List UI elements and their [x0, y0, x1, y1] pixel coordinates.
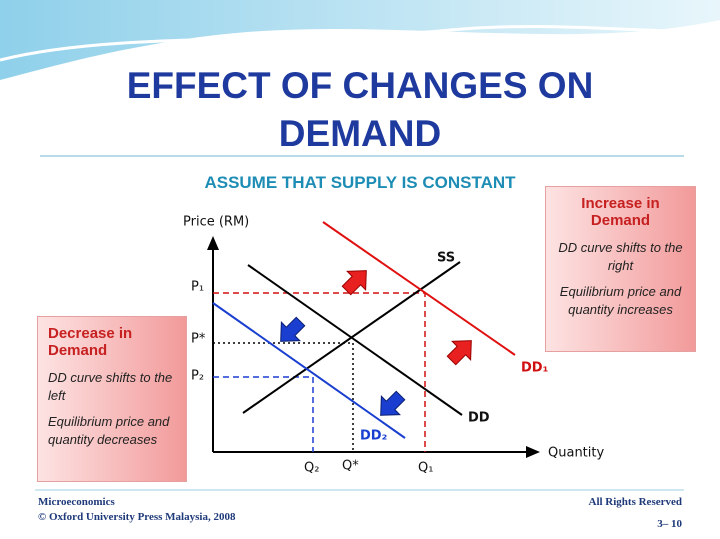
price-label: P₂ [191, 369, 204, 384]
box-text: DD curve shifts to the right [558, 240, 683, 273]
box-heading: Increase in Demand [581, 195, 660, 229]
curve-label: DD₂ [360, 429, 387, 444]
x-axis-label: Quantity [548, 446, 604, 461]
demand-decrease-curve [212, 302, 406, 439]
p1-guide [213, 292, 426, 452]
price-label: P* [191, 332, 206, 347]
shift-arrow [280, 316, 306, 342]
shift-arrow [380, 390, 406, 416]
curve-label: DD [468, 411, 490, 426]
increase-box: Increase in Demand DD curve shifts to th… [545, 186, 696, 352]
curve-label: SS [437, 251, 455, 266]
y-axis-label: Price (RM) [183, 215, 249, 230]
curve-label: DD₁ [521, 361, 548, 376]
shift-arrow [446, 340, 472, 366]
quantity-label: Q₂ [304, 461, 319, 476]
footer-course: Microeconomics [38, 496, 115, 508]
box-heading: Decrease in Demand [48, 325, 133, 359]
demand-curve [247, 264, 463, 416]
y-arrow [207, 236, 219, 250]
box-text: Equilibrium price and quantity increases [559, 284, 682, 317]
shift-arrow [341, 270, 367, 296]
subtitle: ASSUME THAT SUPPLY IS CONSTANT [204, 173, 516, 192]
footer-rights: All Rights Reserved [588, 496, 683, 508]
title: EFFECT OF CHANGES ON DEMAND [126, 65, 594, 154]
quantity-label: Q₁ [418, 461, 433, 476]
demand-increase-curve [322, 221, 516, 356]
x-arrow [526, 446, 540, 458]
box-text: Equilibrium price and quantity decreases [48, 414, 170, 447]
decrease-box: Decrease in Demand DD curve shifts to th… [37, 316, 187, 482]
footer-publisher: © Oxford University Press Malaysia, 2008 [38, 511, 236, 523]
header-wave [0, 0, 720, 80]
p2-guide [213, 376, 314, 452]
footer-page: 3– 10 [657, 518, 682, 530]
quantity-label: Q* [342, 459, 359, 474]
pstar-guide [213, 342, 354, 452]
box-text: DD curve shifts to the left [48, 370, 173, 403]
price-label: P₁ [191, 280, 204, 295]
wave-line [0, 25, 720, 62]
